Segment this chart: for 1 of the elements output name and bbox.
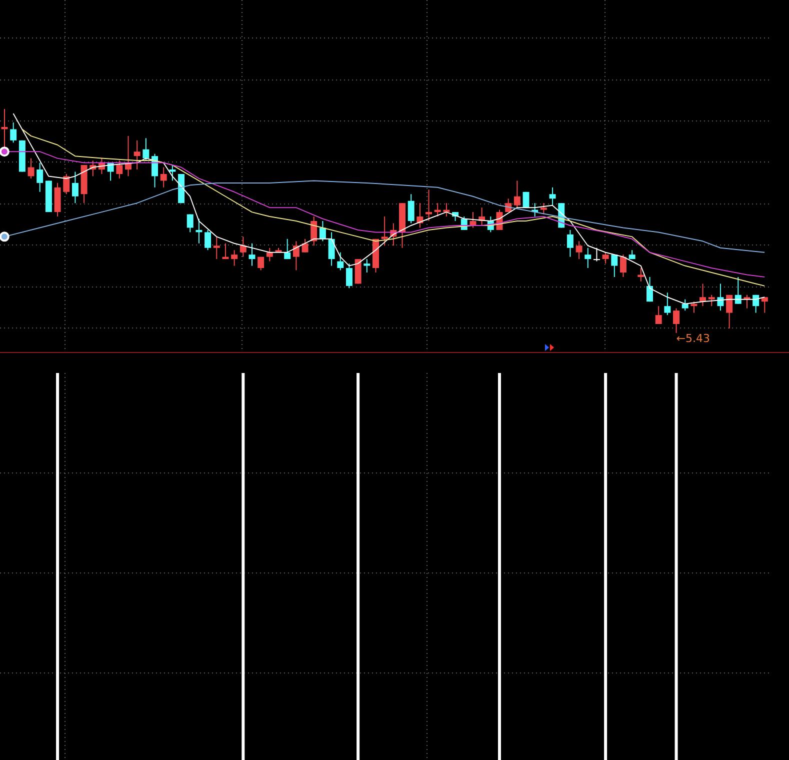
annotation: ←5.43 — [676, 332, 710, 345]
